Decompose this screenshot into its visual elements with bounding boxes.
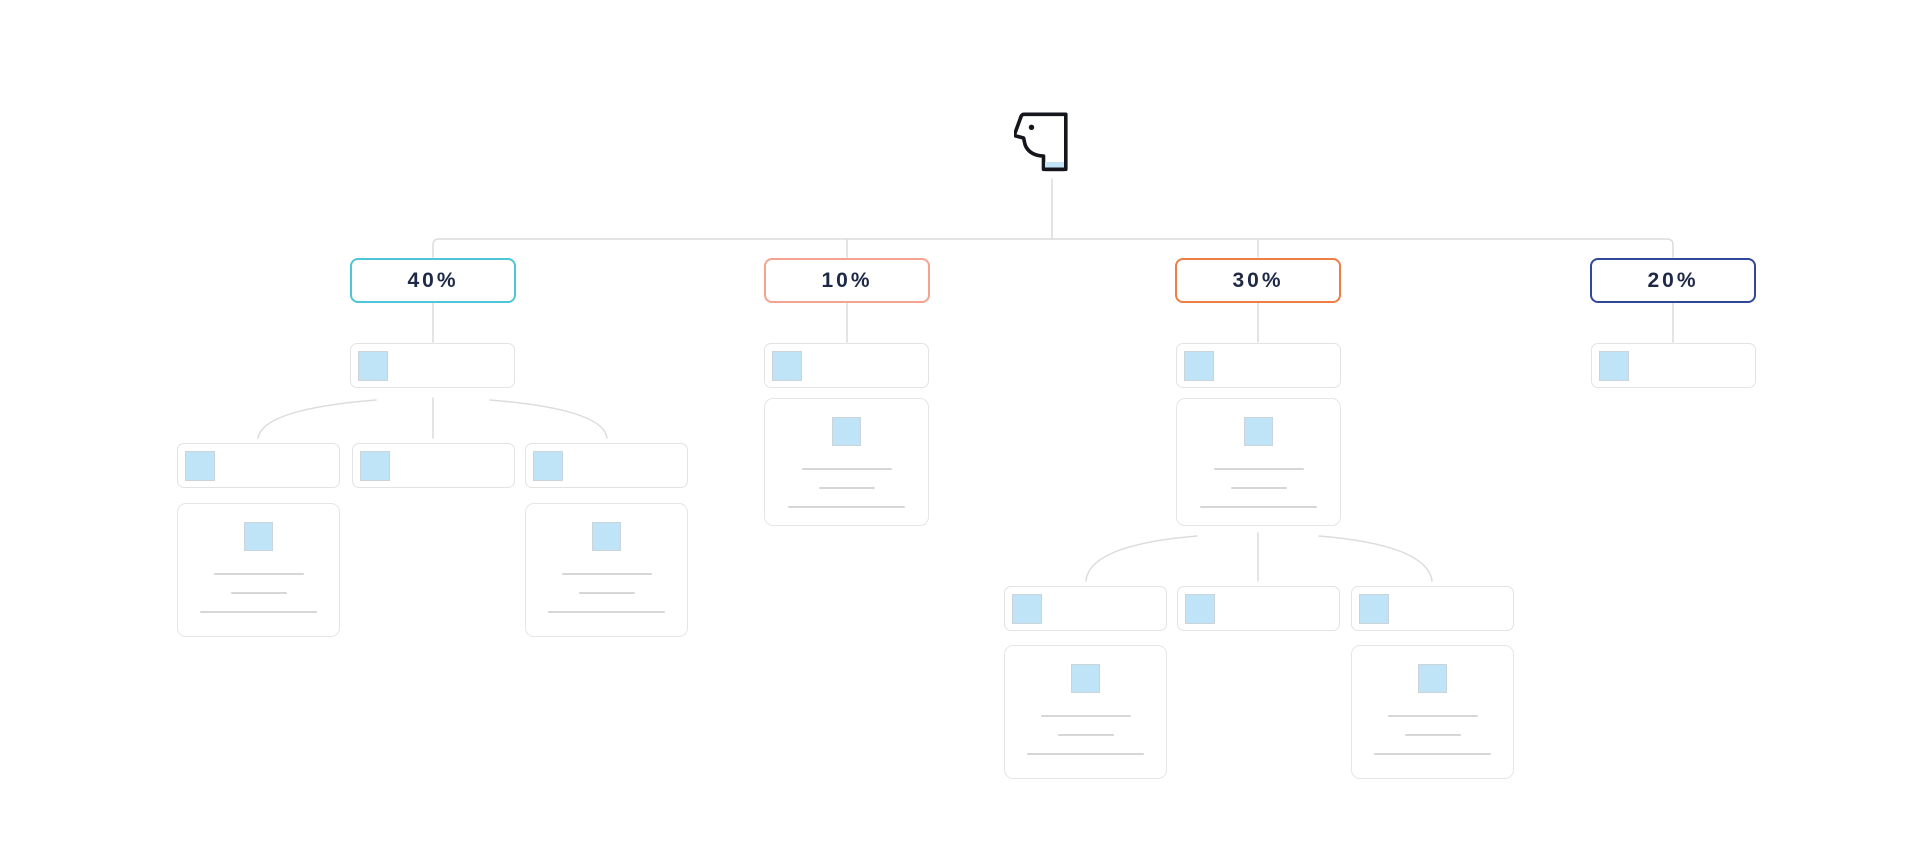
image-placeholder-square <box>533 450 563 481</box>
item-placeholder-box[interactable] <box>1004 586 1167 631</box>
image-placeholder-square <box>358 350 388 381</box>
branch-node-20[interactable]: 20% <box>1590 258 1756 303</box>
image-placeholder-square <box>1071 664 1100 693</box>
image-placeholder-square <box>832 417 861 446</box>
branch-label: 30% <box>1232 268 1284 292</box>
text-placeholder-line <box>818 487 875 489</box>
branch-node-10[interactable]: 10% <box>764 258 930 303</box>
item-placeholder-box[interactable] <box>1351 586 1514 631</box>
text-placeholder-line <box>788 506 905 508</box>
text-placeholder-line <box>1230 487 1287 489</box>
content-placeholder-card[interactable] <box>1004 645 1167 779</box>
item-placeholder-box[interactable] <box>764 343 929 388</box>
text-placeholder-line <box>578 592 635 594</box>
branch-node-30[interactable]: 30% <box>1175 258 1341 303</box>
text-placeholder-line <box>1057 734 1114 736</box>
item-placeholder-box[interactable] <box>350 343 515 388</box>
text-placeholder-line <box>213 573 304 575</box>
text-placeholder-line <box>1213 468 1304 470</box>
image-placeholder-square <box>1244 417 1273 446</box>
text-placeholder-line <box>1027 753 1144 755</box>
content-placeholder-card[interactable] <box>525 503 688 637</box>
text-placeholder-line <box>1374 753 1491 755</box>
image-placeholder-square <box>1599 350 1629 381</box>
item-placeholder-box[interactable] <box>352 443 515 488</box>
progress-fill <box>1045 162 1064 168</box>
item-placeholder-box[interactable] <box>1591 343 1756 388</box>
branch-label: 10% <box>821 268 873 292</box>
image-placeholder-square <box>1418 664 1447 693</box>
text-placeholder-line <box>200 611 317 613</box>
text-placeholder-line <box>1040 715 1131 717</box>
content-placeholder-card[interactable] <box>1176 398 1341 526</box>
item-placeholder-box[interactable] <box>1176 343 1341 388</box>
branch-label: 20% <box>1647 268 1699 292</box>
image-placeholder-square <box>1359 593 1389 624</box>
image-placeholder-square <box>244 522 273 551</box>
image-placeholder-square <box>1012 593 1042 624</box>
text-placeholder-line <box>1200 506 1317 508</box>
item-placeholder-box[interactable] <box>177 443 340 488</box>
image-placeholder-square <box>772 350 802 381</box>
text-placeholder-line <box>1404 734 1461 736</box>
text-placeholder-line <box>1387 715 1478 717</box>
content-placeholder-card[interactable] <box>1351 645 1514 779</box>
image-placeholder-square <box>592 522 621 551</box>
image-placeholder-square <box>185 450 215 481</box>
image-placeholder-square <box>1184 350 1214 381</box>
branch-label: 40% <box>407 268 459 292</box>
text-placeholder-line <box>230 592 287 594</box>
item-placeholder-box[interactable] <box>525 443 688 488</box>
image-placeholder-square <box>360 450 390 481</box>
profile-head-icon <box>1012 112 1068 172</box>
image-placeholder-square <box>1185 593 1215 624</box>
eye-dot <box>1028 124 1035 130</box>
branch-node-40[interactable]: 40% <box>350 258 516 303</box>
content-placeholder-card[interactable] <box>764 398 929 526</box>
root-profile-node[interactable] <box>1012 112 1070 176</box>
text-placeholder-line <box>548 611 665 613</box>
text-placeholder-line <box>801 468 892 470</box>
text-placeholder-line <box>561 573 652 575</box>
content-placeholder-card[interactable] <box>177 503 340 637</box>
item-placeholder-box[interactable] <box>1177 586 1340 631</box>
